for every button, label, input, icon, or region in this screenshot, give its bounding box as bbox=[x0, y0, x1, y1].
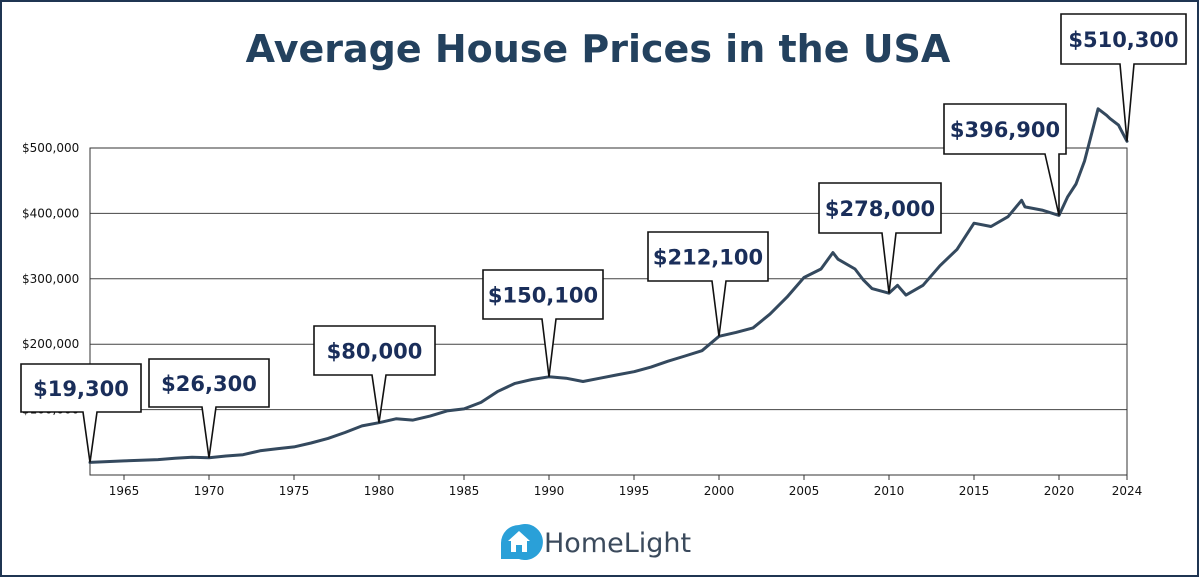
y-tick-label: $300,000 bbox=[22, 272, 79, 286]
homelight-brand: HomeLight bbox=[501, 524, 691, 560]
x-axis-ticks: 1965 1970 1975 1980 1985 1990 1995 2000 2005 2010… bbox=[109, 475, 1143, 498]
price-callout: $396,900 bbox=[943, 103, 1067, 216]
x-tick-label: 1995 bbox=[619, 484, 650, 498]
callout-label: $510,300 bbox=[1068, 28, 1178, 52]
price-series-line bbox=[88, 107, 1129, 464]
callout-label: $212,100 bbox=[653, 246, 763, 270]
price-callout: $510,300 bbox=[1060, 13, 1187, 142]
x-tick-label: 1970 bbox=[194, 484, 225, 498]
callout-label: $19,300 bbox=[33, 377, 129, 401]
x-tick-label: 2015 bbox=[959, 484, 990, 498]
callout-label: $396,900 bbox=[950, 118, 1060, 142]
x-tick-label: 1985 bbox=[449, 484, 480, 498]
homelight-wordmark: HomeLight bbox=[544, 528, 691, 559]
price-callout: $26,300 bbox=[148, 358, 270, 458]
callout-box bbox=[1060, 13, 1187, 142]
callout-label: $278,000 bbox=[825, 197, 935, 221]
price-callout: $80,000 bbox=[313, 325, 436, 423]
callout-label: $150,100 bbox=[488, 284, 598, 308]
callout-box bbox=[943, 103, 1067, 216]
x-tick-label: 1965 bbox=[109, 484, 140, 498]
x-tick-label: 2020 bbox=[1044, 484, 1075, 498]
x-tick-label: 2024 bbox=[1112, 484, 1143, 498]
chart-title: Average House Prices in the USA bbox=[246, 27, 951, 71]
x-tick-label: 1980 bbox=[364, 484, 395, 498]
x-tick-label: 2005 bbox=[789, 484, 820, 498]
callout-box bbox=[647, 231, 769, 337]
price-callout: $150,100 bbox=[482, 269, 604, 377]
x-tick-label: 1990 bbox=[534, 484, 565, 498]
x-tick-label: 1975 bbox=[279, 484, 310, 498]
x-tick-label: 2010 bbox=[874, 484, 905, 498]
callout-box bbox=[148, 358, 270, 458]
homelight-logo-icon bbox=[501, 524, 543, 560]
price-callout: $278,000 bbox=[818, 182, 942, 294]
price-callout: $212,100 bbox=[647, 231, 769, 337]
plot-area-border bbox=[89, 147, 1128, 476]
price-callout: $19,300 bbox=[20, 363, 142, 463]
y-tick-label: $500,000 bbox=[22, 141, 79, 155]
callout-box bbox=[482, 269, 604, 377]
y-tick-label: $400,000 bbox=[22, 206, 79, 220]
callout-box bbox=[818, 182, 942, 294]
x-tick-label: 2000 bbox=[704, 484, 735, 498]
callout-box bbox=[313, 325, 436, 423]
callout-box bbox=[20, 363, 142, 463]
price-callouts: $19,300 $26,300 $80,000 $150,100 $212,100 $27… bbox=[20, 13, 1187, 463]
callout-label: $26,300 bbox=[161, 372, 257, 396]
y-tick-label: $200,000 bbox=[22, 337, 79, 351]
callout-label: $80,000 bbox=[327, 340, 423, 364]
